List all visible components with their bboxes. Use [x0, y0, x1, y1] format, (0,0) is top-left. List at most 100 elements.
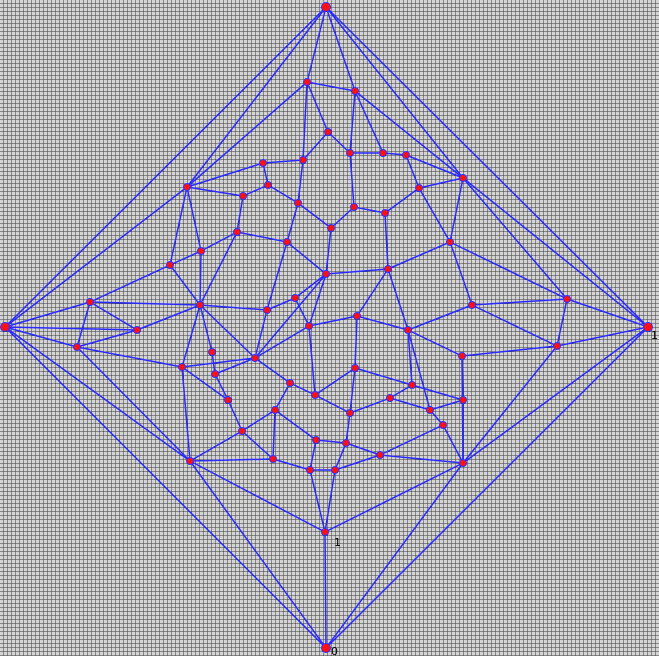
edge — [189, 460, 326, 533]
node[interactable] — [269, 455, 277, 463]
node[interactable] — [643, 322, 653, 332]
node[interactable] — [331, 466, 339, 474]
node[interactable] — [186, 457, 194, 465]
edge — [186, 81, 308, 188]
edge — [462, 177, 568, 300]
edge — [324, 462, 464, 533]
node[interactable] — [251, 354, 259, 362]
node[interactable] — [311, 391, 319, 399]
node[interactable] — [415, 184, 423, 192]
edge — [429, 399, 464, 411]
node[interactable] — [283, 238, 291, 246]
edge — [325, 6, 356, 92]
node[interactable] — [386, 394, 394, 402]
edge — [327, 131, 351, 154]
node[interactable] — [286, 379, 294, 387]
node[interactable] — [458, 352, 466, 360]
edge — [214, 373, 229, 401]
node[interactable] — [342, 439, 350, 447]
node[interactable] — [459, 174, 467, 182]
node[interactable] — [133, 326, 141, 334]
node[interactable] — [381, 209, 389, 217]
edge — [334, 454, 381, 471]
edge — [354, 367, 413, 386]
edge — [308, 273, 327, 327]
node[interactable] — [305, 322, 313, 330]
edge — [4, 326, 327, 649]
edge — [236, 195, 244, 233]
node[interactable] — [402, 151, 410, 159]
node[interactable] — [271, 406, 279, 414]
node[interactable] — [468, 301, 476, 309]
node[interactable] — [321, 643, 331, 653]
node[interactable] — [321, 528, 329, 536]
node[interactable] — [459, 396, 467, 404]
node[interactable] — [350, 203, 358, 211]
node[interactable] — [86, 298, 94, 306]
node[interactable] — [439, 421, 447, 429]
node[interactable] — [351, 87, 359, 95]
edge — [314, 367, 356, 396]
edge — [241, 409, 276, 432]
edge — [181, 304, 201, 368]
node[interactable] — [197, 247, 205, 255]
edge — [4, 186, 188, 328]
node[interactable] — [459, 459, 467, 467]
node[interactable] — [166, 261, 174, 269]
node[interactable] — [376, 451, 384, 459]
node[interactable] — [239, 192, 247, 200]
edge — [325, 326, 649, 649]
edge — [461, 345, 558, 357]
node[interactable] — [351, 364, 359, 372]
node[interactable] — [263, 306, 271, 314]
node[interactable] — [346, 149, 354, 157]
node[interactable] — [224, 396, 232, 404]
node[interactable] — [196, 301, 204, 309]
edge — [324, 531, 327, 649]
node[interactable] — [291, 294, 299, 302]
node[interactable] — [233, 228, 241, 236]
node[interactable] — [73, 343, 81, 351]
edge — [254, 325, 310, 359]
node[interactable] — [563, 295, 571, 303]
edge — [566, 298, 649, 328]
node[interactable] — [178, 363, 186, 371]
edge — [199, 250, 202, 306]
node[interactable] — [0, 322, 10, 332]
node[interactable] — [327, 224, 335, 232]
node[interactable] — [299, 156, 307, 164]
edge — [4, 326, 138, 331]
node[interactable] — [353, 312, 361, 320]
node[interactable] — [294, 199, 302, 207]
node[interactable] — [238, 427, 246, 435]
node[interactable] — [426, 406, 434, 414]
edge — [199, 304, 268, 311]
node[interactable] — [211, 370, 219, 378]
node[interactable] — [312, 436, 320, 444]
node[interactable] — [379, 149, 387, 157]
node[interactable] — [264, 181, 272, 189]
node[interactable] — [446, 238, 454, 246]
edge — [267, 184, 299, 204]
node[interactable] — [346, 409, 354, 417]
edge — [449, 241, 568, 300]
node[interactable] — [408, 381, 416, 389]
node[interactable] — [259, 159, 267, 167]
node[interactable] — [553, 342, 561, 350]
node[interactable] — [306, 466, 314, 474]
node[interactable] — [322, 270, 330, 278]
edge — [411, 384, 464, 401]
node[interactable] — [384, 265, 392, 273]
node[interactable] — [208, 348, 216, 356]
edge — [325, 227, 332, 275]
node[interactable] — [324, 128, 332, 136]
node[interactable] — [404, 326, 412, 334]
node[interactable] — [303, 78, 311, 86]
edge — [387, 268, 409, 331]
node[interactable] — [321, 2, 331, 12]
edge — [169, 264, 201, 306]
edge — [384, 212, 389, 270]
node[interactable] — [183, 183, 191, 191]
edge — [254, 309, 268, 359]
